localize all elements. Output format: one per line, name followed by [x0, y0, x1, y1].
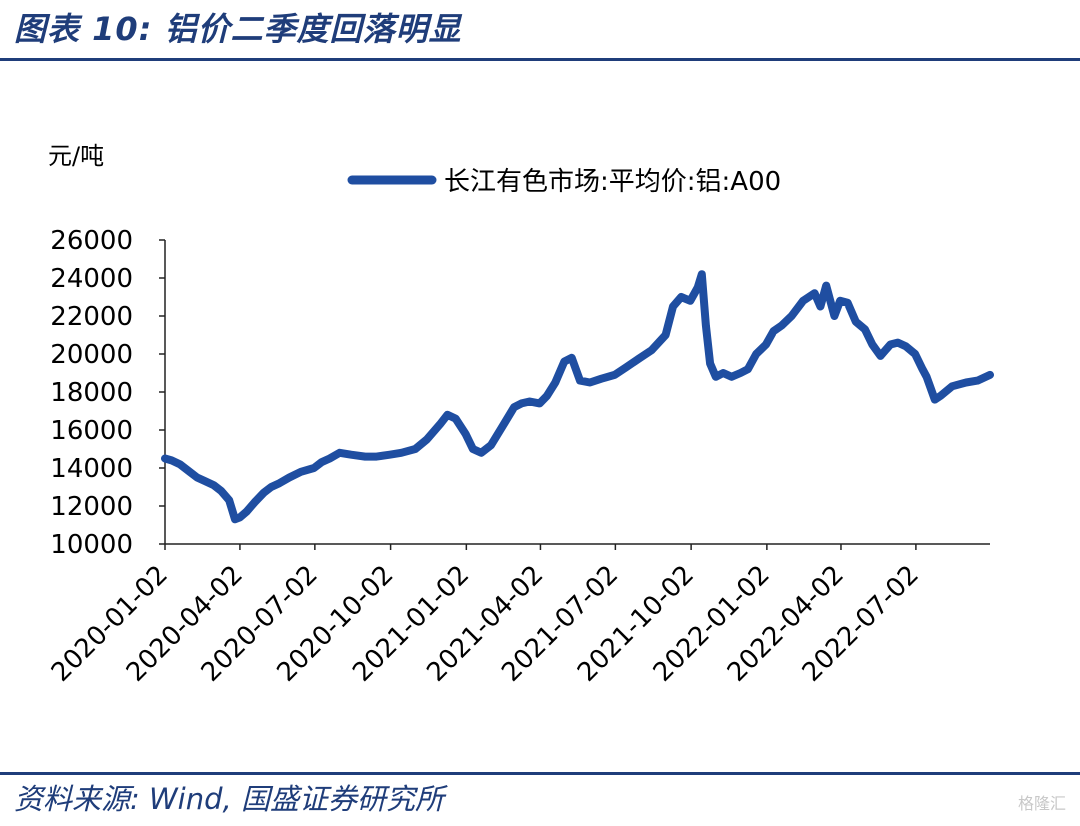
y-tick-label: 10000 [50, 530, 133, 560]
y-axis-unit-label: 元/吨 [48, 142, 104, 170]
y-tick-label: 16000 [50, 416, 133, 446]
figure-title: 图表 10: 铝价二季度回落明显 [14, 10, 462, 48]
y-tick-label: 20000 [50, 340, 133, 370]
chart-axes [164, 240, 990, 545]
source-divider [0, 772, 1080, 775]
line-chart: 元/吨 长江有色市场:平均价:铝:A00 26000 24000 22000 2000… [46, 142, 994, 688]
source-note: 资料来源: Wind, 国盛证券研究所 [14, 782, 444, 816]
y-tick-label: 22000 [50, 302, 133, 332]
x-axis-ticks: 2020-01-022020-04-022020-07-022020-10-02… [46, 544, 925, 688]
y-axis-ticks: 26000 24000 22000 20000 18000 16000 14000 12000… [50, 226, 165, 560]
legend-label: 长江有色市场:平均价:铝:A00 [444, 167, 781, 197]
watermark: 格隆汇 [1017, 794, 1066, 813]
y-tick-label: 26000 [50, 226, 133, 256]
chart-legend: 长江有色市场:平均价:铝:A00 [347, 167, 781, 197]
y-tick-label: 24000 [50, 264, 133, 294]
y-tick-label: 14000 [50, 454, 133, 484]
series-line-aluminum-a00 [161, 270, 994, 524]
title-divider [0, 58, 1080, 61]
y-tick-label: 12000 [50, 492, 133, 522]
y-tick-label: 18000 [50, 378, 133, 408]
